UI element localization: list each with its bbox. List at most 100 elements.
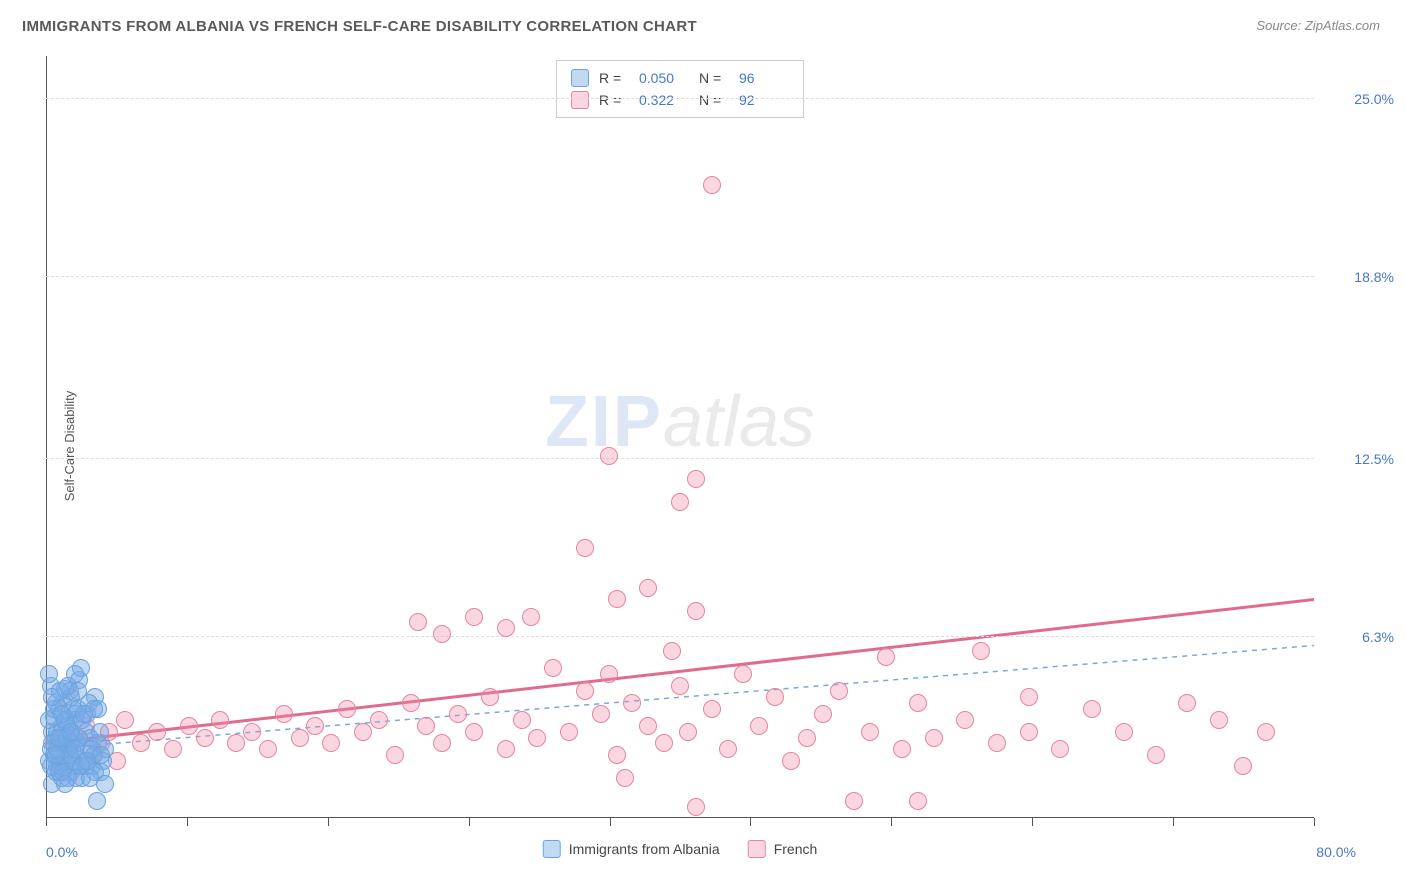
data-point-french (576, 539, 594, 557)
y-tick-label: 6.3% (1362, 629, 1394, 645)
data-point-albania (43, 688, 61, 706)
r-label: R = (599, 92, 629, 108)
data-point-french (481, 688, 499, 706)
data-point-french (513, 711, 531, 729)
data-point-french (1257, 723, 1275, 741)
data-point-french (465, 608, 483, 626)
data-point-french (719, 740, 737, 758)
data-point-albania (56, 775, 74, 793)
n-value: 96 (739, 70, 789, 86)
data-point-french (497, 740, 515, 758)
data-point-french (671, 677, 689, 695)
correlation-legend: R =0.050N =96R =0.322N =92 (556, 60, 804, 118)
data-point-french (291, 729, 309, 747)
data-point-french (148, 723, 166, 741)
source-value: ZipAtlas.com (1305, 18, 1380, 33)
data-point-french (623, 694, 641, 712)
legend-item: French (748, 840, 818, 858)
legend-swatch (571, 69, 589, 87)
data-point-french (663, 642, 681, 660)
data-point-french (798, 729, 816, 747)
data-point-french (386, 746, 404, 764)
n-label: N = (699, 70, 729, 86)
data-point-albania (78, 752, 96, 770)
x-tick (1032, 818, 1033, 826)
data-point-french (417, 717, 435, 735)
data-point-french (528, 729, 546, 747)
data-point-french (1147, 746, 1165, 764)
data-point-french (370, 711, 388, 729)
data-point-french (354, 723, 372, 741)
watermark: ZIPatlas (545, 381, 815, 463)
data-point-french (227, 734, 245, 752)
data-point-french (782, 752, 800, 770)
data-point-albania (91, 723, 109, 741)
data-point-french (338, 700, 356, 718)
data-point-french (544, 659, 562, 677)
data-point-french (322, 734, 340, 752)
trend-lines (46, 56, 1314, 818)
data-point-french (592, 705, 610, 723)
data-point-french (925, 729, 943, 747)
x-tick (610, 818, 611, 826)
data-point-french (988, 734, 1006, 752)
data-point-french (306, 717, 324, 735)
source-attribution: Source: ZipAtlas.com (1256, 18, 1380, 33)
data-point-french (909, 792, 927, 810)
data-point-french (243, 723, 261, 741)
data-point-french (830, 682, 848, 700)
data-point-french (116, 711, 134, 729)
data-point-french (616, 769, 634, 787)
n-value: 92 (739, 92, 789, 108)
n-label: N = (699, 92, 729, 108)
data-point-french (972, 642, 990, 660)
r-value: 0.322 (639, 92, 689, 108)
data-point-french (522, 608, 540, 626)
data-point-french (750, 717, 768, 735)
data-point-french (845, 792, 863, 810)
legend-label: French (774, 841, 818, 857)
data-point-french (211, 711, 229, 729)
data-point-french (465, 723, 483, 741)
data-point-french (655, 734, 673, 752)
data-point-french (576, 682, 594, 700)
data-point-french (402, 694, 420, 712)
data-point-french (433, 734, 451, 752)
data-point-french (703, 176, 721, 194)
y-tick-label: 12.5% (1354, 451, 1394, 467)
legend-row: R =0.050N =96 (571, 67, 789, 89)
legend-swatch (748, 840, 766, 858)
data-point-french (164, 740, 182, 758)
gridline-h (46, 98, 1314, 99)
data-point-french (1020, 723, 1038, 741)
data-point-french (734, 665, 752, 683)
data-point-french (608, 590, 626, 608)
data-point-french (196, 729, 214, 747)
gridline-h (46, 458, 1314, 459)
x-tick (46, 818, 47, 826)
data-point-french (600, 447, 618, 465)
data-point-french (679, 723, 697, 741)
plot-area: ZIPatlas R =0.050N =96R =0.322N =92 Immi… (46, 56, 1314, 818)
data-point-french (1234, 757, 1252, 775)
data-point-french (893, 740, 911, 758)
x-axis-max-label: 80.0% (1316, 844, 1356, 860)
legend-swatch (571, 91, 589, 109)
x-tick (750, 818, 751, 826)
data-point-french (1083, 700, 1101, 718)
data-point-french (703, 700, 721, 718)
data-point-french (449, 705, 467, 723)
data-point-french (600, 665, 618, 683)
data-point-french (877, 648, 895, 666)
legend-label: Immigrants from Albania (569, 841, 720, 857)
data-point-albania (85, 700, 103, 718)
data-point-albania (88, 792, 106, 810)
data-point-french (497, 619, 515, 637)
x-axis-line (46, 817, 1314, 818)
x-tick (328, 818, 329, 826)
data-point-french (1020, 688, 1038, 706)
data-point-french (275, 705, 293, 723)
data-point-french (1051, 740, 1069, 758)
r-label: R = (599, 70, 629, 86)
data-point-french (671, 493, 689, 511)
